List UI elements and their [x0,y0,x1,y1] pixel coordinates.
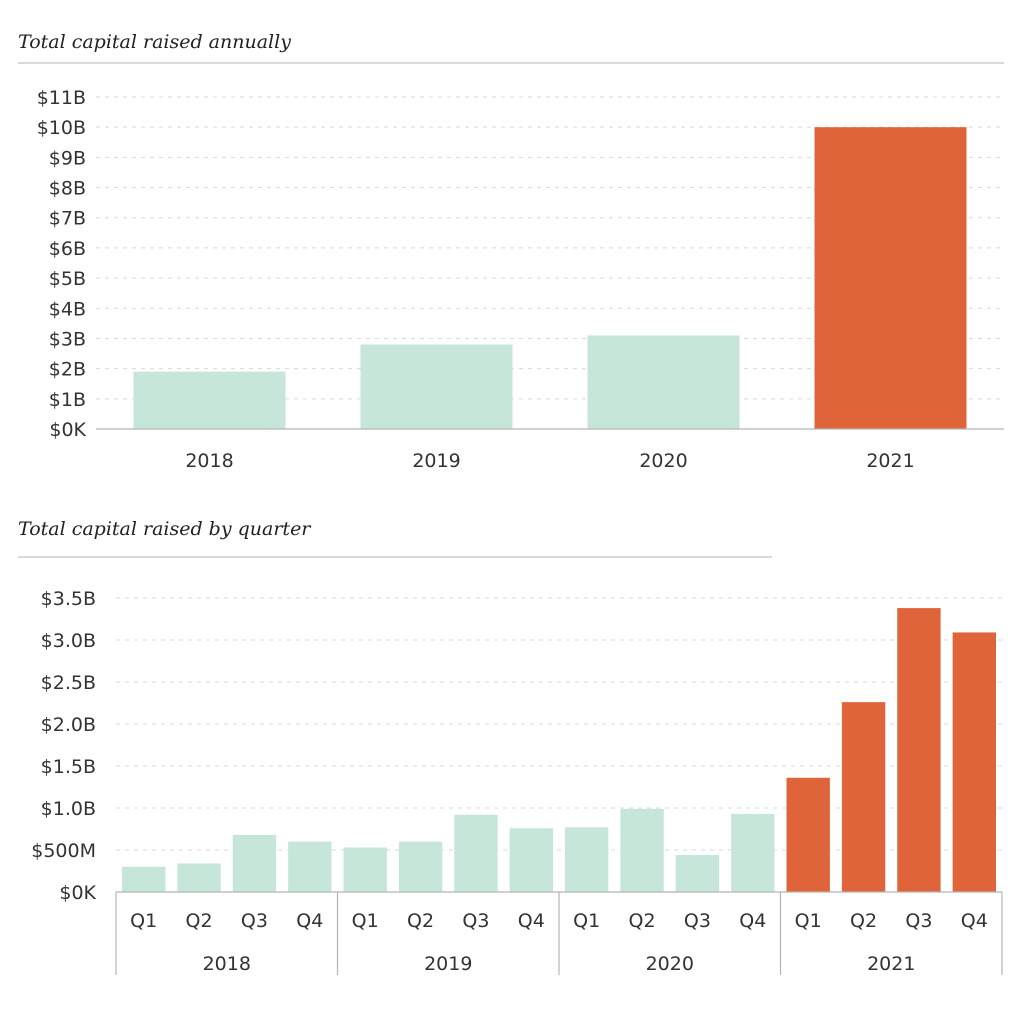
annual-bar-2018 [133,371,286,429]
quarterly-bar-2019-q1 [343,847,387,892]
quarterly-x-axis: Q1 Q2 Q3 Q4 2018 Q1 Q2 Q3 Q4 2019 Q1 Q2 Q3 Q4 2020 Q1 Q2… [115,892,1003,975]
annual-chart: Total capital raised annually $0K$1B$2B$… [18,31,1004,472]
quarterly-bar-2018-q1 [122,866,166,892]
quarterly-y-tick-label: $3.0B [41,630,96,652]
quarterly-bar-2019-q2 [398,841,443,892]
annual-bar-2021 [814,127,967,429]
quarterly-bar-2018-q4 [288,841,332,892]
annual-y-tick-label: $8B [49,178,86,200]
quarterly-bar-2020-q4 [731,813,775,892]
quarterly-bar-2019-q3 [454,814,498,892]
annual-x-axis: 2018 2019 2020 2021 [185,450,914,472]
quarterly-x-label-q2: Q2 [850,910,877,932]
quarterly-x-label-q3: Q3 [905,910,932,932]
quarterly-y-tick-label: $3.5B [41,588,96,610]
quarterly-x-label-q4: Q4 [518,910,545,932]
quarterly-chart-title: Total capital raised by quarter [18,518,312,540]
quarterly-x-label-q1: Q1 [573,910,600,932]
quarterly-x-label-q2: Q2 [407,910,434,932]
quarterly-x-label-q4: Q4 [739,910,766,932]
annual-y-tick-label: $10B [37,117,86,139]
quarterly-x-label-q3: Q3 [462,910,489,932]
annual-bar-2019 [360,344,513,429]
quarterly-bar-2020-q2 [620,808,664,892]
quarterly-group-label-2018: 2018 [203,953,251,975]
quarterly-x-label-q3: Q3 [241,910,268,932]
quarterly-bars [122,608,996,892]
annual-y-tick-label: $1B [49,389,86,411]
annual-bars [133,127,967,429]
annual-y-tick-label: $5B [49,268,86,290]
annual-y-tick-label: $11B [37,87,86,109]
annual-bar-2020 [587,335,740,429]
quarterly-bar-2021-q2 [841,702,886,892]
quarterly-bar-2020-q1 [565,827,609,892]
annual-y-axis: $0K $1B $2B $3B $4B $5B $6B $7B $8B $9B $10B $11B [37,87,87,441]
quarterly-bar-2021-q1 [786,777,830,892]
annual-x-label-2018: 2018 [185,450,233,472]
annual-y-tick-label: $9B [49,147,86,169]
quarterly-y-tick-label: $0K [59,882,96,904]
quarterly-group-label-2021: 2021 [867,953,915,975]
annual-y-tick-label: $0K [49,419,86,441]
quarterly-x-label-q1: Q1 [795,910,822,932]
quarterly-bar-2020-q3 [675,855,720,892]
quarterly-group-label-2020: 2020 [646,953,694,975]
annual-x-label-2021: 2021 [866,450,914,472]
quarterly-bar-2021-q4 [952,632,996,892]
quarterly-group-label-2019: 2019 [424,953,472,975]
quarterly-bar-2021-q3 [897,608,941,892]
quarterly-bar-2018-q2 [177,863,221,892]
annual-chart-title: Total capital raised annually [18,31,291,53]
annual-y-tick-label: $2B [49,359,86,381]
annual-y-tick-label: $3B [49,328,86,350]
quarterly-y-tick-label: $500M [31,840,96,862]
annual-y-tick-label: $7B [49,208,86,230]
annual-x-label-2020: 2020 [639,450,687,472]
quarterly-x-label-q2: Q2 [629,910,656,932]
quarterly-y-axis: $0K $500M $1.0B $1.5B $2.0B $2.5B $3.0B $3.5B [31,588,96,904]
quarterly-bar-2018-q3 [232,834,277,892]
annual-x-label-2019: 2019 [412,450,460,472]
quarterly-x-label-q1: Q1 [352,910,379,932]
quarterly-x-label-q4: Q4 [296,910,323,932]
quarterly-chart: Total capital raised by quarter $0K $500M… [18,518,1003,975]
quarterly-y-tick-label: $1.5B [41,756,96,778]
quarterly-x-label-q3: Q3 [684,910,711,932]
quarterly-x-label-q4: Q4 [961,910,988,932]
quarterly-bar-2019-q4 [509,828,553,892]
quarterly-y-tick-label: $2.0B [41,714,96,736]
annual-y-tick-label: $6B [49,238,86,260]
quarterly-y-tick-label: $1.0B [41,798,96,820]
quarterly-y-tick-label: $2.5B [41,672,96,694]
quarterly-x-label-q2: Q2 [186,910,213,932]
annual-y-tick-label: $4B [49,298,86,320]
quarterly-x-label-q1: Q1 [130,910,157,932]
